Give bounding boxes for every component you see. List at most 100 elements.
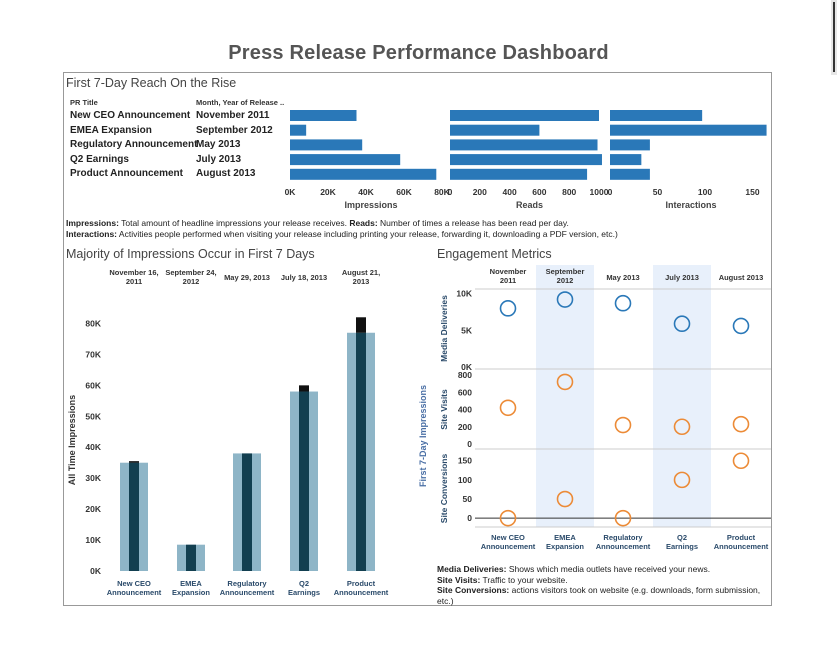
eng-xlabel-line2-q2-earnings: Earnings	[666, 542, 698, 551]
eng-tick-site-visits-1: 200	[458, 422, 472, 432]
eng-row-label-media-deliveries: Media Deliveries	[439, 295, 449, 362]
engagement-notes: Media Deliveries: Shows which media outl…	[437, 564, 772, 606]
reach-bar-interactions-emea-expansion	[610, 124, 767, 136]
majority-xlabel-line2-q2-earnings: Earnings	[288, 588, 320, 597]
eng-point-site-conversions-product-announcement	[732, 452, 750, 470]
majority-xlabel-q2-earnings: Q2	[299, 579, 309, 588]
reach-bar-impressions-emea-expansion	[290, 124, 307, 136]
eng-point-site-visits-new-ceo-announcement	[499, 399, 517, 417]
eng-tick-site-visits-2: 400	[458, 405, 472, 415]
site-visits-note-label: Site Visits:	[437, 574, 481, 585]
reach-tick-impressions-2: 40K	[358, 187, 374, 197]
reach-axis-title-interactions: Interactions	[665, 200, 716, 210]
eng-point-site-visits-product-announcement	[732, 415, 750, 433]
eng-xlabel-line2-regulatory-announcement: Announcement	[596, 542, 651, 551]
majority-bar-excess-new-ceo-announcement	[129, 461, 139, 463]
eng-point-media-deliveries-emea-expansion	[556, 291, 574, 308]
reach-bar-chart: 0K 20K 40K 60K 80K Impressions 0 200 400 600 800 10…	[285, 110, 767, 210]
eng-band-1	[536, 265, 594, 527]
reach-tick-reads-0: 0	[448, 187, 453, 197]
reach-row-month-emea-expansion: September 2012	[196, 125, 273, 136]
reach-row-month-product-announcement: August 2013	[196, 168, 256, 179]
reads-note-label: Reads:	[349, 218, 378, 228]
reach-row-title-emea-expansion: EMEA Expansion	[70, 125, 152, 136]
eng-note-line-2: Site Visits: Traffic to your website.	[437, 575, 772, 586]
eng-row-label-site-visits: Site Visits	[439, 389, 449, 430]
reach-bar-impressions-new-ceo-announcement	[290, 110, 357, 121]
eng-xlabel-product-announcement: Product	[727, 533, 756, 542]
reach-tick-impressions-1: 20K	[320, 187, 336, 197]
eng-point-media-deliveries-regulatory-announcement	[614, 294, 632, 312]
eng-note-line-1: Media Deliveries: Shows which media outl…	[437, 564, 772, 575]
majority-bar-excess-product-announcement	[356, 317, 366, 333]
eng-tick-site-conversions-2: 100	[458, 475, 472, 485]
eng-point-media-deliveries-q2-earnings	[673, 315, 691, 333]
eng-col-header-year-1: 2012	[557, 276, 574, 285]
majority-date-header-0: November 16,	[109, 268, 158, 277]
majority-xlabel-new-ceo-announcement: New CEO	[117, 579, 151, 588]
majority-xlabel-line2-regulatory-announcement: Announcement	[220, 588, 275, 597]
eng-point-media-deliveries-new-ceo-announcement	[499, 300, 517, 317]
reach-tick-interactions-2: 100	[698, 187, 712, 197]
reach-note-line-2: Interactions: Activities people performe…	[66, 229, 766, 240]
reach-row-title-product-announcement: Product Announcement	[70, 168, 183, 179]
majority-date-header-year-0: 2011	[126, 277, 142, 286]
eng-xlabel-regulatory-announcement: Regulatory	[603, 533, 643, 542]
eng-point-site-visits-emea-expansion	[556, 373, 574, 391]
reach-bar-reads-q2-earnings	[450, 154, 602, 166]
majority-xlabel-regulatory-announcement: Regulatory	[227, 579, 267, 588]
interactions-note-label: Interactions:	[66, 228, 118, 239]
majority-ytick-0: 0K	[90, 566, 102, 576]
eng-xlabel-line2-new-ceo-announcement: Announcement	[481, 542, 536, 551]
eng-tick-site-visits-3: 600	[458, 387, 472, 397]
eng-point-site-conversions-regulatory-announcement	[614, 509, 632, 527]
eng-row-label-site-conversions: Site Conversions	[439, 454, 449, 524]
eng-point-site-conversions-new-ceo-announcement	[499, 509, 517, 527]
majority-ytick-1: 10K	[85, 535, 101, 545]
majority-date-header-1: September 24,	[165, 268, 216, 277]
majority-ytick-3: 30K	[85, 473, 101, 483]
eng-col-header-1: September	[546, 267, 585, 276]
reach-bar-interactions-q2-earnings	[610, 154, 642, 166]
reach-bar-interactions-regulatory-announcement	[610, 139, 650, 151]
eng-xlabel-new-ceo-announcement: New CEO	[491, 533, 525, 542]
dashboard-frame	[63, 72, 772, 606]
impressions-note-text: Total amount of headline impressions you…	[118, 218, 350, 228]
eng-col-header-3: July 2013	[665, 273, 699, 282]
eng-tick-site-conversions-1: 50	[463, 494, 473, 504]
reach-tick-reads-4: 800	[562, 187, 576, 197]
majority-xlabel-emea-expansion: EMEA	[180, 579, 202, 588]
reach-section-title: First 7-Day Reach On the Rise	[66, 76, 237, 90]
majority-ytick-8: 80K	[85, 318, 101, 328]
majority-bar-first-7-day-regulatory-announcement	[242, 453, 252, 571]
eng-tick-site-conversions-0: 0	[467, 513, 472, 523]
reach-bar-reads-new-ceo-announcement	[450, 110, 599, 121]
reads-note-text: Number of times a release has been read …	[377, 218, 569, 228]
media-deliveries-note-text: Shows which media outlets have received …	[506, 564, 711, 574]
scrollbar-thumb[interactable]	[833, 2, 835, 72]
dashboard-title: Press Release Performance Dashboard	[228, 42, 609, 64]
pr-title-header: PR Title	[70, 98, 98, 107]
eng-point-site-visits-q2-earnings	[673, 418, 691, 436]
majority-bar-excess-q2-earnings	[299, 385, 309, 392]
majority-xlabel-product-announcement: Product	[347, 579, 376, 588]
impressions-note-label: Impressions:	[66, 218, 119, 228]
eng-point-site-conversions-emea-expansion	[556, 490, 574, 508]
site-conversions-note-label: Site Conversions:	[437, 585, 510, 595]
reach-row-title-regulatory-announcement: Regulatory Announcement	[70, 139, 198, 150]
majority-xlabel-line2-emea-expansion: Expansion	[172, 588, 210, 597]
reach-tick-interactions-1: 50	[653, 187, 663, 197]
reach-note-line-1: Impressions: Total amount of headline im…	[66, 218, 766, 229]
reach-tick-reads-3: 600	[532, 187, 546, 197]
reach-row-month-new-ceo-announcement: November 2011	[196, 110, 270, 121]
eng-col-header-year-0: 2011	[500, 276, 516, 285]
majority-date-header-year-1: 2012	[183, 277, 200, 286]
eng-point-site-conversions-q2-earnings	[673, 471, 691, 489]
engagement-section-title: Engagement Metrics	[437, 247, 552, 261]
reach-tick-reads-2: 400	[503, 187, 517, 197]
eng-tick-media-deliveries-1: 5K	[461, 325, 473, 335]
majority-date-header-year-4: 2013	[353, 277, 370, 286]
month-header: Month, Year of Release ..	[196, 98, 285, 107]
eng-point-media-deliveries-product-announcement	[732, 317, 750, 335]
